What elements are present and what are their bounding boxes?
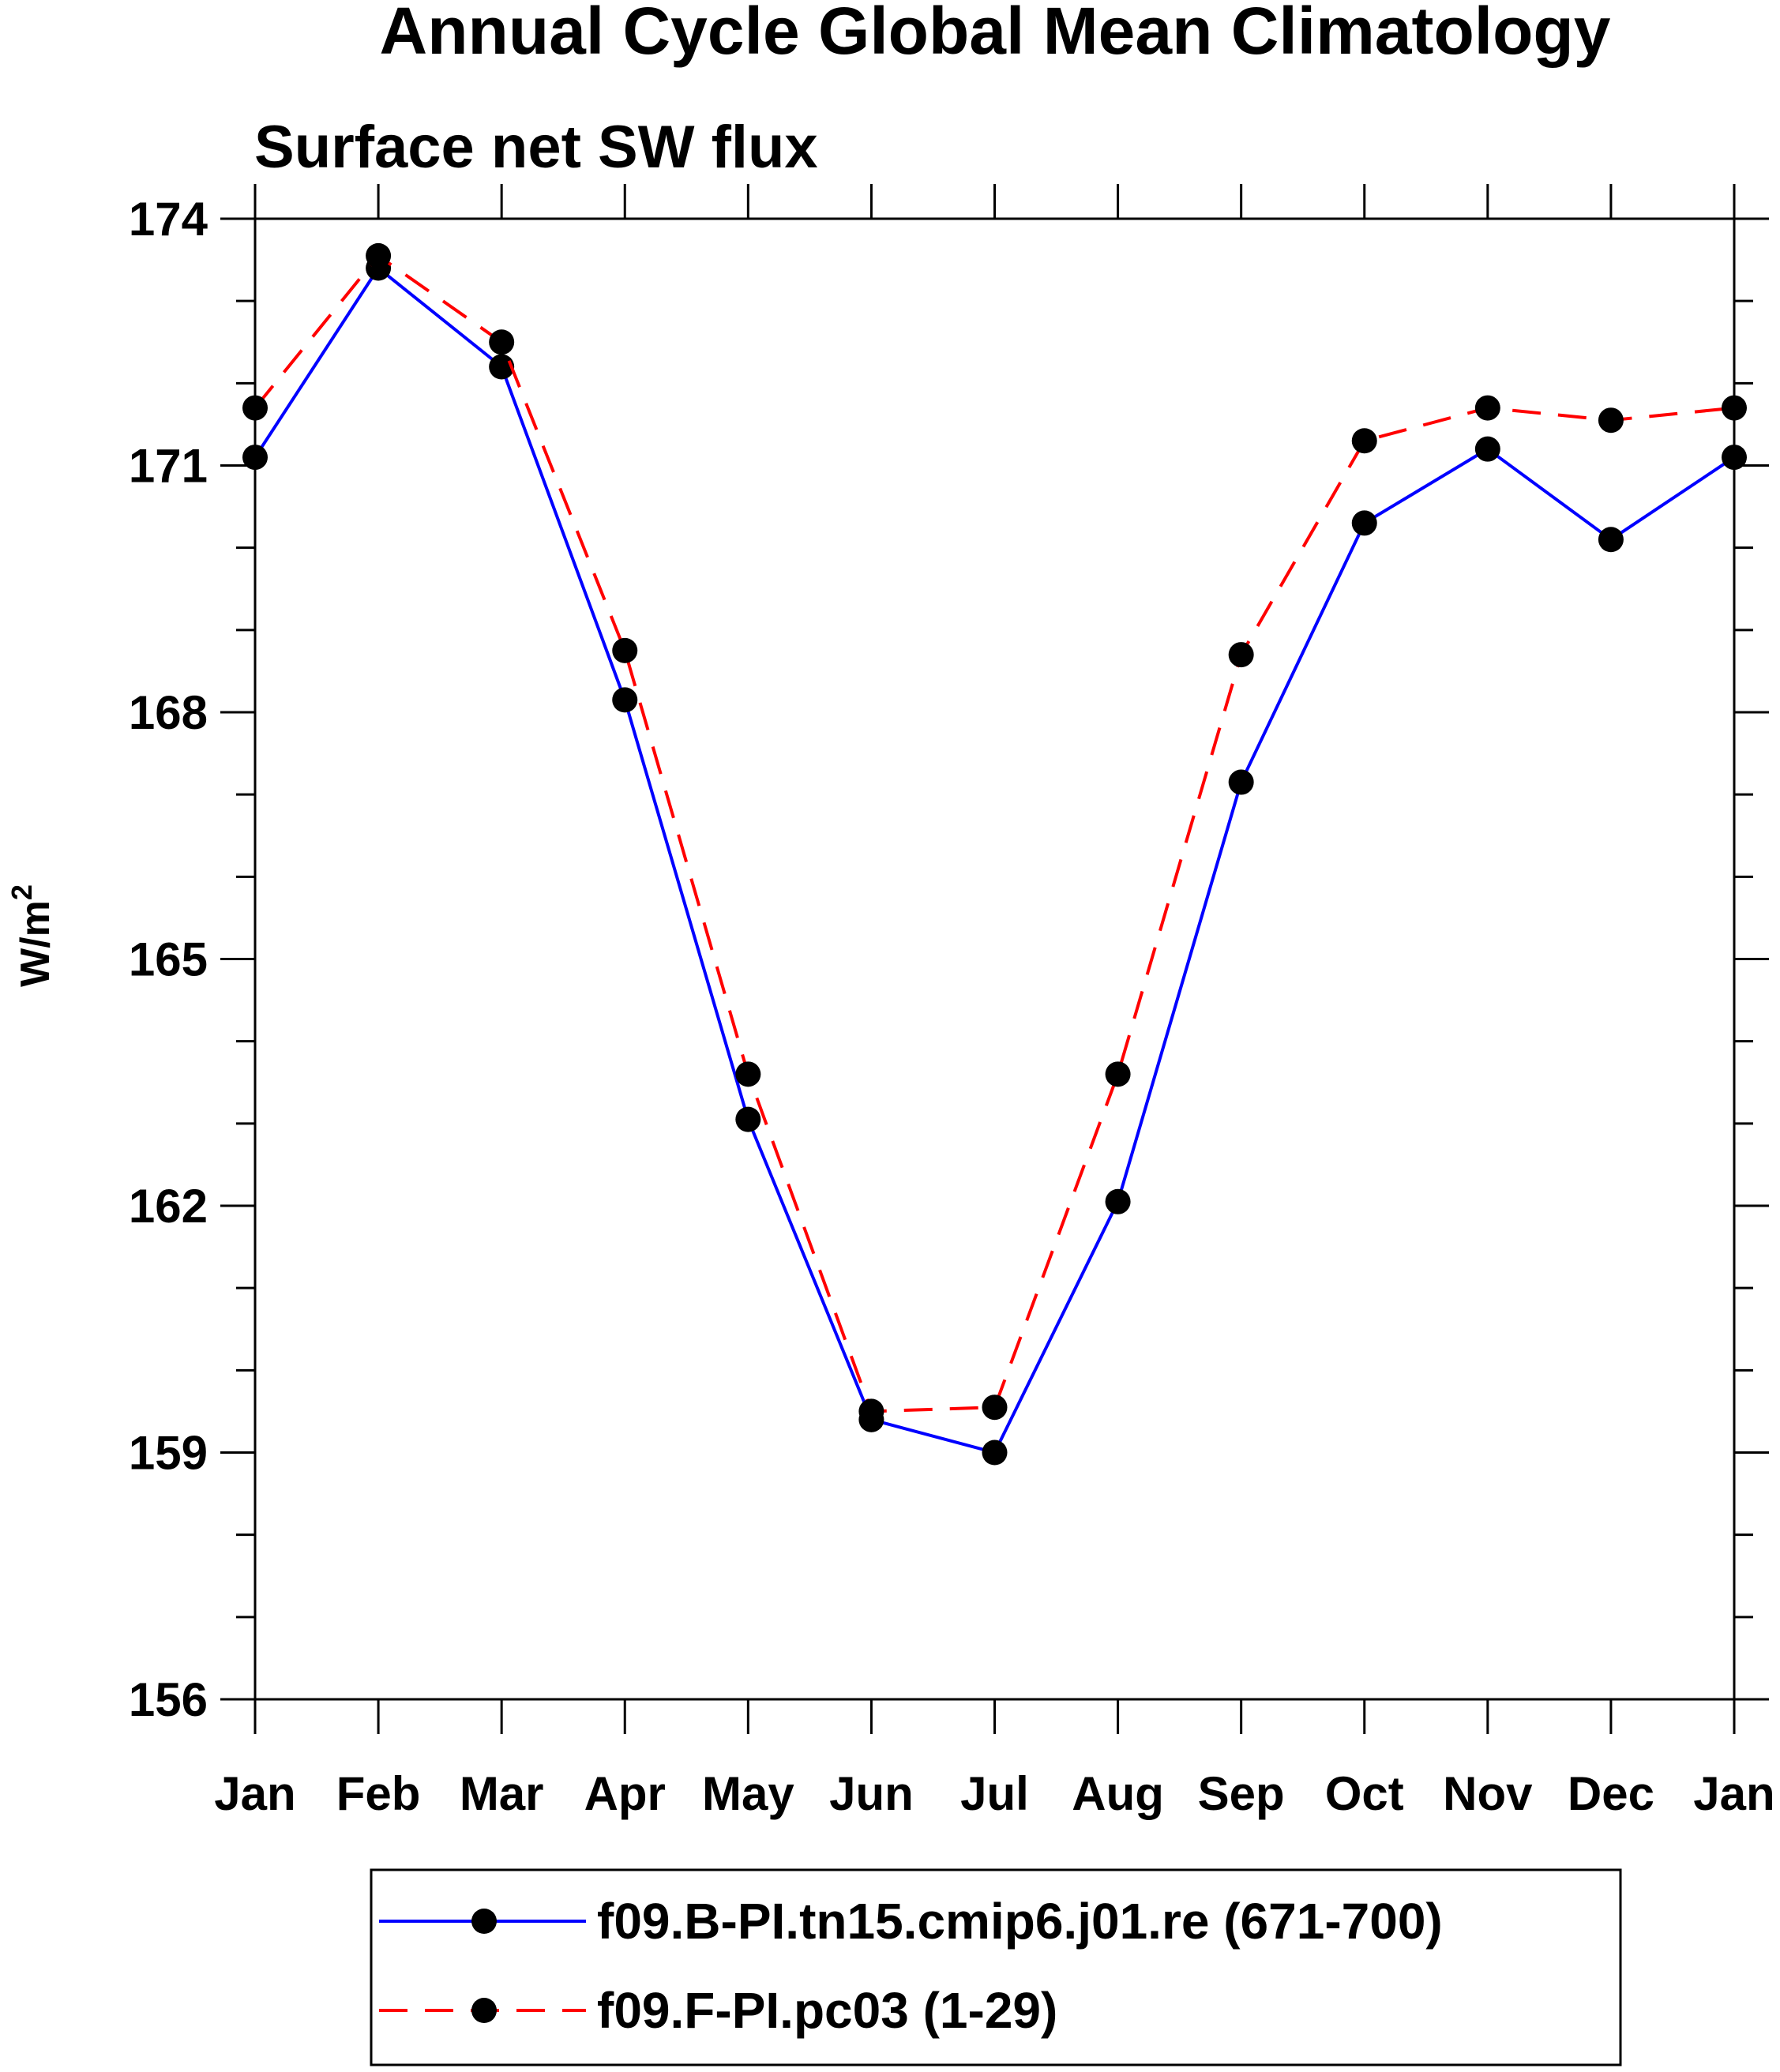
x-tick-label: Apr (584, 1767, 666, 1820)
series-1-point (1105, 1188, 1131, 1214)
y-axis-label: W/m2 (6, 884, 58, 987)
chart-title: Annual Cycle Global Mean Climatology (380, 0, 1611, 68)
legend-marker-1 (471, 1909, 497, 1934)
chart-subtitle: Surface net SW flux (254, 114, 818, 181)
series-2-point (612, 637, 638, 663)
series-2-point (858, 1398, 884, 1424)
x-tick-label: Oct (1325, 1767, 1404, 1820)
x-tick-label: Nov (1443, 1767, 1533, 1820)
y-tick-label: 165 (129, 933, 208, 986)
series-2-point (1722, 395, 1747, 421)
series-2-point (1105, 1061, 1131, 1087)
series-1-point (242, 445, 268, 471)
y-tick-label: 162 (129, 1180, 208, 1233)
svg-text:W/m2: W/m2 (6, 884, 58, 987)
legend-label-2: f09.F-PI.pc03 (1-29) (597, 1982, 1057, 2039)
legend-box (370, 1868, 1622, 2066)
legend-label-1: f09.B-PI.tn15.cmip6.j01.re (671-700) (597, 1893, 1443, 1950)
series-1-point (982, 1440, 1008, 1466)
series-2-point (1228, 642, 1254, 668)
legend: f09.B-PI.tn15.cmip6.j01.re (671-700) f09.… (370, 1868, 1622, 2066)
series-2-point (489, 329, 515, 355)
series-2-point (1598, 407, 1624, 434)
y-tick-label: 156 (129, 1673, 208, 1726)
series-1-point (735, 1106, 761, 1132)
plot-area: 156 159 162 165 168 171 174 Jan Feb Mar Apr May Jun J… (129, 184, 1775, 1820)
series-line-1 (253, 265, 1736, 1455)
series-2-point (735, 1061, 761, 1087)
y-tick-label: 168 (129, 686, 208, 739)
y-tick-label: 159 (129, 1427, 208, 1480)
x-tick-label: Sep (1198, 1767, 1285, 1820)
y-tick-label: 174 (129, 193, 208, 246)
series-2-point (242, 395, 268, 421)
x-tick-label: May (702, 1767, 794, 1820)
series-1-point (1228, 769, 1254, 795)
x-tick-label: Mar (460, 1767, 544, 1820)
series-line-2 (253, 253, 1735, 1413)
y-axis-label-superscript: 2 (6, 884, 38, 900)
series-1-point (489, 354, 515, 380)
x-tick-label: Jan (214, 1767, 295, 1820)
series-1-point (1351, 510, 1377, 536)
series-1-point (1598, 527, 1624, 553)
series-2-point (1351, 428, 1377, 454)
plot-frame (253, 217, 1736, 1701)
x-tick-label: Dec (1568, 1767, 1654, 1820)
x-tick-label: Jul (960, 1767, 1029, 1820)
x-tick-label: Feb (336, 1767, 421, 1820)
series-1-point (612, 687, 638, 713)
series-1-point (1474, 436, 1500, 462)
x-tick-label: Jan (1693, 1767, 1774, 1820)
y-axis-label-text: W/m (13, 900, 58, 987)
series-1-point (1722, 445, 1747, 471)
series-2-point (1474, 395, 1500, 421)
series-2-point (982, 1394, 1008, 1421)
x-tick-label: Aug (1072, 1767, 1164, 1820)
legend-items: f09.B-PI.tn15.cmip6.j01.re (671-700) f09.… (379, 1893, 1443, 2039)
y-tick-label: 171 (129, 440, 208, 493)
series-2-point (366, 242, 392, 268)
x-tick-label: Jun (829, 1767, 914, 1820)
legend-marker-2 (471, 1998, 497, 2023)
